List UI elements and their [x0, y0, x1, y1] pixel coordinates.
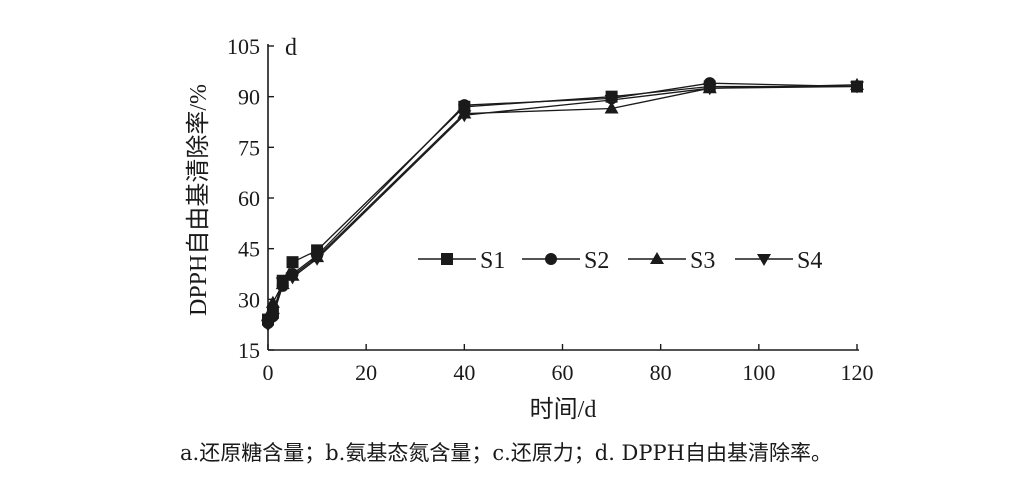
series-lines — [267, 82, 858, 326]
y-tick-label: 15 — [238, 338, 260, 363]
legend-marker-s4 — [757, 254, 771, 266]
series-line-s3 — [267, 84, 858, 317]
y-tick-label: 90 — [238, 85, 260, 110]
y-tick-label: 30 — [238, 287, 260, 312]
y-tick-label: 75 — [238, 135, 260, 160]
data-point-s4 — [285, 272, 300, 285]
data-point-s1 — [286, 256, 299, 269]
data-point-s4 — [310, 253, 325, 266]
data-point-s4 — [261, 319, 275, 332]
legend-label-s2: S2 — [584, 248, 609, 274]
series-line-s4 — [267, 85, 858, 326]
figure-caption: a.还原糖含量；b.氨基态氮含量；c.还原力；d. DPPH自由基清除率。 — [180, 441, 832, 465]
data-point-s4 — [275, 277, 290, 290]
data-point-s4 — [457, 110, 472, 123]
legend-marker-s1 — [441, 253, 453, 265]
legend-marker-s3 — [650, 252, 664, 264]
series-line-s1 — [267, 85, 857, 320]
data-point-s3 — [265, 295, 280, 308]
x-tick-label: 80 — [650, 360, 672, 385]
data-point-s4 — [265, 312, 280, 325]
x-tick-label: 120 — [841, 360, 874, 385]
x-tick-label: 40 — [453, 360, 475, 385]
series-line-s2 — [267, 82, 858, 324]
data-point-s4 — [702, 83, 717, 96]
data-point-s3 — [604, 101, 619, 114]
legend-label-s3: S3 — [690, 248, 715, 274]
x-tick-label: 60 — [552, 360, 574, 385]
axes: 0 20 40 60 80 100 120 15 30 45 60 75 90 105 — [227, 34, 874, 385]
legend-label-s1: S1 — [480, 248, 505, 274]
x-tick-label: 20 — [355, 360, 377, 385]
y-tick-label: 45 — [238, 237, 260, 262]
y-tick-label: 105 — [227, 34, 260, 59]
y-axis-title: DPPH自由基清除率/% — [185, 84, 212, 316]
legend-marker-s2 — [545, 253, 557, 265]
data-point-s4 — [850, 81, 864, 94]
panel-label: d — [285, 35, 297, 61]
x-tick-label: 100 — [742, 360, 775, 385]
legend-label-s4: S4 — [797, 248, 822, 274]
x-axis-title: 时间/d — [530, 396, 597, 423]
y-tick-label: 60 — [238, 186, 260, 211]
legend: S1 S2 S3 S4 — [418, 248, 822, 274]
data-point-s2 — [458, 99, 471, 112]
data-point-s4 — [604, 95, 619, 108]
series-markers — [261, 77, 864, 332]
x-tick-label: 0 — [263, 360, 274, 385]
